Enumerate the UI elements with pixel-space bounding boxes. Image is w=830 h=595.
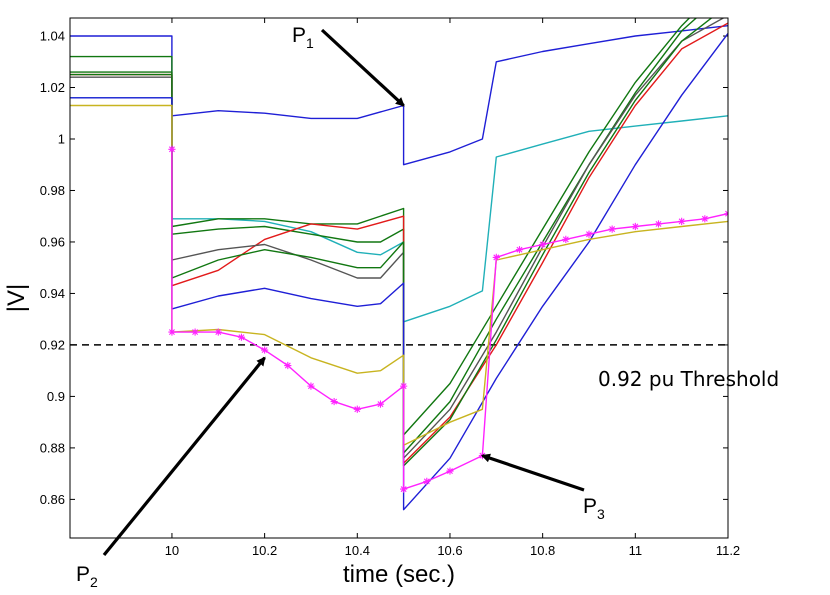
plot-frame <box>69 17 729 539</box>
annotation-label: P3 <box>583 495 605 522</box>
series-group <box>70 18 728 511</box>
series-point-marker <box>654 220 663 228</box>
y-tick-label: 0.9 <box>47 389 65 404</box>
y-axis-title: |V| <box>3 284 30 312</box>
series-point-marker <box>400 382 408 390</box>
y-tick-label: 0.92 <box>40 337 65 352</box>
series-point-marker <box>423 477 431 485</box>
series-point-marker <box>631 222 639 231</box>
x-tick-label: 10.8 <box>530 543 555 558</box>
series-line-bus-9 <box>70 104 728 446</box>
series-point-marker <box>376 400 385 408</box>
series-line-bus-10 <box>171 149 728 490</box>
x-tick-label: 10.4 <box>345 543 370 558</box>
series-point-marker <box>585 230 593 238</box>
series-point-marker <box>562 235 570 243</box>
series-point-marker <box>446 467 454 475</box>
x-axis-title: time (sec.) <box>343 561 455 588</box>
series-point-marker <box>168 145 176 153</box>
series-line-bus-8 <box>70 32 728 511</box>
y-tick-label: 1 <box>58 131 65 146</box>
series-point-marker <box>168 328 176 336</box>
series-line-bus-5 <box>70 22 728 464</box>
x-tick-label: 10 <box>165 543 179 558</box>
x-tick-label: 11.2 <box>716 543 740 558</box>
series-point-marker <box>307 382 315 390</box>
series-point-marker <box>330 397 338 406</box>
series-point-marker <box>701 215 709 223</box>
annotation-arrow <box>320 28 405 107</box>
threshold-label: 0.92 pu Threshold <box>598 367 779 391</box>
series-line-bus-1 <box>70 25 728 166</box>
marker-group <box>168 145 728 493</box>
series-point-marker <box>492 253 500 262</box>
y-tick-label: 1.04 <box>40 29 65 44</box>
y-tick-label: 0.96 <box>40 234 65 249</box>
annotation-label: P1 <box>292 24 314 51</box>
series-point-marker <box>284 361 292 370</box>
x-tick-label: 10.2 <box>252 543 277 558</box>
series-point-marker <box>191 328 199 336</box>
annotation-arrow <box>480 453 585 492</box>
y-tick-label: 0.98 <box>40 183 65 198</box>
annotation-arrow <box>102 356 266 557</box>
series-point-marker <box>237 333 246 341</box>
annotations: P1 P2 P3 <box>76 24 605 590</box>
annotation-label: P2 <box>76 563 98 590</box>
series-line-bus-7 <box>70 18 713 467</box>
series-point-marker <box>353 405 361 413</box>
y-tick-label: 0.86 <box>40 492 65 507</box>
series-point-marker <box>539 240 547 249</box>
y-tick-label: 0.94 <box>40 286 65 301</box>
x-tick-label: 10.6 <box>437 543 462 558</box>
series-point-marker <box>261 346 269 354</box>
axes: 10 10.2 10.4 10.6 10.8 11 11.2 0.86 0.88 0.9 0.92 0… <box>3 18 740 588</box>
series-point-marker <box>678 217 686 225</box>
series-point-marker <box>400 485 408 493</box>
y-tick-label: 0.88 <box>40 440 65 455</box>
axes-frame <box>69 17 729 539</box>
series-point-marker <box>214 328 222 336</box>
y-tick-label: 1.02 <box>40 80 65 95</box>
series-point-marker <box>608 225 616 233</box>
series-line-bus-6 <box>70 18 725 459</box>
x-tick-label: 11 <box>629 543 643 558</box>
threshold-group: 0.92 pu Threshold <box>70 344 779 391</box>
series-point-marker <box>515 246 524 254</box>
